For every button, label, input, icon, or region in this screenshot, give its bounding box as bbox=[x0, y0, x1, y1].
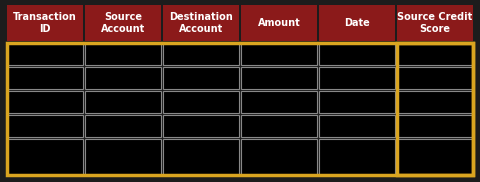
Bar bbox=[241, 43, 317, 65]
Bar bbox=[241, 5, 317, 41]
Bar bbox=[319, 5, 395, 41]
Bar bbox=[241, 115, 317, 137]
Bar bbox=[163, 43, 239, 65]
Bar bbox=[319, 115, 395, 137]
Bar bbox=[7, 43, 83, 65]
Bar bbox=[85, 115, 161, 137]
Bar bbox=[397, 139, 473, 175]
Bar bbox=[319, 139, 395, 175]
Bar bbox=[7, 115, 83, 137]
Bar bbox=[7, 91, 83, 113]
Text: Source
Account: Source Account bbox=[101, 12, 145, 34]
Bar bbox=[397, 5, 473, 41]
Bar bbox=[163, 67, 239, 89]
Bar bbox=[163, 115, 239, 137]
Text: Source Credit
Score: Source Credit Score bbox=[397, 12, 473, 34]
Bar bbox=[163, 5, 239, 41]
Text: Amount: Amount bbox=[258, 18, 300, 28]
Bar bbox=[319, 43, 395, 65]
Bar bbox=[7, 43, 473, 175]
Bar bbox=[85, 139, 161, 175]
Bar bbox=[85, 5, 161, 41]
Bar bbox=[7, 139, 83, 175]
Bar bbox=[397, 91, 473, 113]
Bar bbox=[241, 91, 317, 113]
Bar bbox=[241, 139, 317, 175]
Bar bbox=[163, 139, 239, 175]
Text: Destination
Account: Destination Account bbox=[169, 12, 233, 34]
Bar bbox=[85, 91, 161, 113]
Bar bbox=[397, 43, 473, 175]
Bar bbox=[241, 67, 317, 89]
Text: Date: Date bbox=[344, 18, 370, 28]
Bar bbox=[7, 67, 83, 89]
Bar bbox=[397, 67, 473, 89]
Bar bbox=[397, 115, 473, 137]
Bar bbox=[319, 91, 395, 113]
Bar bbox=[85, 67, 161, 89]
Text: Transaction
ID: Transaction ID bbox=[13, 12, 77, 34]
Bar bbox=[85, 43, 161, 65]
Bar bbox=[7, 5, 83, 41]
Bar bbox=[397, 43, 473, 65]
Bar bbox=[319, 67, 395, 89]
Bar bbox=[163, 91, 239, 113]
